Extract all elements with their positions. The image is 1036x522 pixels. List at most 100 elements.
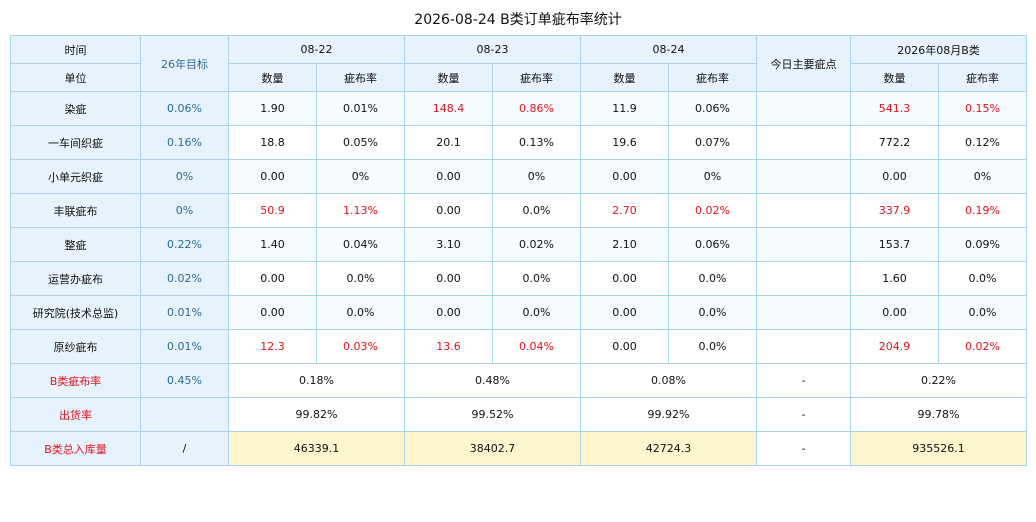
header-qty: 数量 — [850, 63, 939, 92]
header-rate: 疵布率 — [316, 63, 405, 92]
row-cell: 1.40 — [228, 227, 317, 262]
row-cell: 0% — [316, 159, 405, 194]
header-qty: 数量 — [580, 63, 669, 92]
header-qty: 数量 — [228, 63, 317, 92]
row-main-defect — [756, 91, 851, 126]
header-month: 2026年08月B类 — [849, 35, 1028, 64]
row-cell: 148.4 — [404, 91, 493, 126]
row-cell: 0.09% — [937, 227, 1028, 262]
row-cell: 0.0% — [316, 295, 405, 330]
row-cell: 772.2 — [850, 125, 939, 160]
row-cell: 0% — [492, 159, 581, 194]
row-cell: 13.6 — [404, 329, 493, 364]
row-cell: 0.00 — [580, 159, 669, 194]
summary-month: 935526.1 — [849, 431, 1028, 466]
row-main-defect — [756, 159, 851, 194]
row-cell: 0.00 — [404, 261, 493, 296]
summary-cell: 38402.7 — [404, 431, 581, 466]
row-cell: 0.00 — [580, 329, 669, 364]
row-main-defect — [756, 295, 851, 330]
row-label: 小单元织疵 — [10, 159, 141, 194]
row-cell: 0.07% — [668, 125, 757, 160]
summary-main: - — [756, 363, 851, 398]
row-label: 丰联疵布 — [10, 193, 141, 228]
row-label: 原纱疵布 — [10, 329, 141, 364]
header-today-main: 今日主要疵点 — [756, 35, 851, 92]
row-cell: 0.00 — [228, 159, 317, 194]
row-cell: 2.70 — [580, 193, 669, 228]
summary-label: B类总入库量 — [10, 431, 141, 466]
row-cell: 0.00 — [850, 295, 939, 330]
summary-month: 0.22% — [849, 363, 1028, 398]
summary-cell: 0.18% — [228, 363, 405, 398]
table-row: 原纱疵布 0.01% 12.3 0.03% 13.6 0.04% 0.00 0.0% 204.9… — [10, 329, 1028, 364]
row-target: 0% — [140, 159, 229, 194]
summary-label: B类疵布率 — [10, 363, 141, 398]
row-cell: 19.6 — [580, 125, 669, 160]
summary-cell: 99.92% — [580, 397, 757, 432]
row-target: 0% — [140, 193, 229, 228]
row-cell: 0.13% — [492, 125, 581, 160]
row-label: 一车间织疵 — [10, 125, 141, 160]
row-cell: 0.04% — [492, 329, 581, 364]
table-row: 小单元织疵 0% 0.00 0% 0.00 0% 0.00 0% 0.00 0% — [10, 159, 1028, 194]
row-cell: 0.00 — [404, 193, 493, 228]
row-cell: 541.3 — [850, 91, 939, 126]
header-rate: 疵布率 — [937, 63, 1028, 92]
row-main-defect — [756, 193, 851, 228]
row-cell: 153.7 — [850, 227, 939, 262]
summary-target: 0.45% — [140, 363, 229, 398]
row-label: 染疵 — [10, 91, 141, 126]
row-cell: 0.00 — [850, 159, 939, 194]
row-cell: 1.90 — [228, 91, 317, 126]
row-cell: 0.0% — [492, 295, 581, 330]
row-cell: 0.0% — [668, 261, 757, 296]
row-cell: 0.04% — [316, 227, 405, 262]
row-target: 0.01% — [140, 295, 229, 330]
row-cell: 0.86% — [492, 91, 581, 126]
row-cell: 204.9 — [850, 329, 939, 364]
row-label: 整疵 — [10, 227, 141, 262]
summary-cell: 99.82% — [228, 397, 405, 432]
table-row: 运营办疵布 0.02% 0.00 0.0% 0.00 0.0% 0.00 0.0% 1.60 0.… — [10, 261, 1028, 296]
summary-cell: 42724.3 — [580, 431, 757, 466]
summary-target: / — [140, 431, 229, 466]
page-title: 2026-08-24 B类订单疵布率统计 — [414, 12, 622, 28]
row-cell: 0.02% — [668, 193, 757, 228]
header-target: 26年目标 — [140, 35, 229, 92]
row-target: 0.22% — [140, 227, 229, 262]
row-cell: 0.06% — [668, 91, 757, 126]
row-cell: 1.60 — [850, 261, 939, 296]
row-cell: 0.0% — [316, 261, 405, 296]
row-cell: 1.13% — [316, 193, 405, 228]
summary-main: - — [756, 397, 851, 432]
row-cell: 0.0% — [668, 329, 757, 364]
row-target: 0.16% — [140, 125, 229, 160]
row-cell: 0.0% — [492, 193, 581, 228]
summary-cell: 0.08% — [580, 363, 757, 398]
row-label: 运营办疵布 — [10, 261, 141, 296]
row-cell: 0.05% — [316, 125, 405, 160]
header-rate: 疵布率 — [668, 63, 757, 92]
row-cell: 2.10 — [580, 227, 669, 262]
table-row: 染疵 0.06% 1.90 0.01% 148.4 0.86% 11.9 0.06% 541.3… — [10, 91, 1028, 126]
header-date-1: 08-22 — [228, 35, 405, 64]
row-cell: 0.19% — [937, 193, 1028, 228]
row-cell: 0.03% — [316, 329, 405, 364]
summary-target — [140, 397, 229, 432]
row-cell: 0.00 — [228, 295, 317, 330]
summary-label: 出货率 — [10, 397, 141, 432]
row-target: 0.02% — [140, 261, 229, 296]
row-cell: 0.0% — [492, 261, 581, 296]
row-cell: 0.06% — [668, 227, 757, 262]
row-cell: 11.9 — [580, 91, 669, 126]
row-target: 0.01% — [140, 329, 229, 364]
defect-rate-table: 时间 26年目标 08-22 08-23 08-24 今日主要疵点 2026年0… — [10, 35, 1028, 466]
row-cell: 0.15% — [937, 91, 1028, 126]
row-cell: 337.9 — [850, 193, 939, 228]
table-row: 整疵 0.22% 1.40 0.04% 3.10 0.02% 2.10 0.06% 153.7 0… — [10, 227, 1028, 262]
row-cell: 3.10 — [404, 227, 493, 262]
row-main-defect — [756, 227, 851, 262]
row-main-defect — [756, 329, 851, 364]
row-cell: 12.3 — [228, 329, 317, 364]
